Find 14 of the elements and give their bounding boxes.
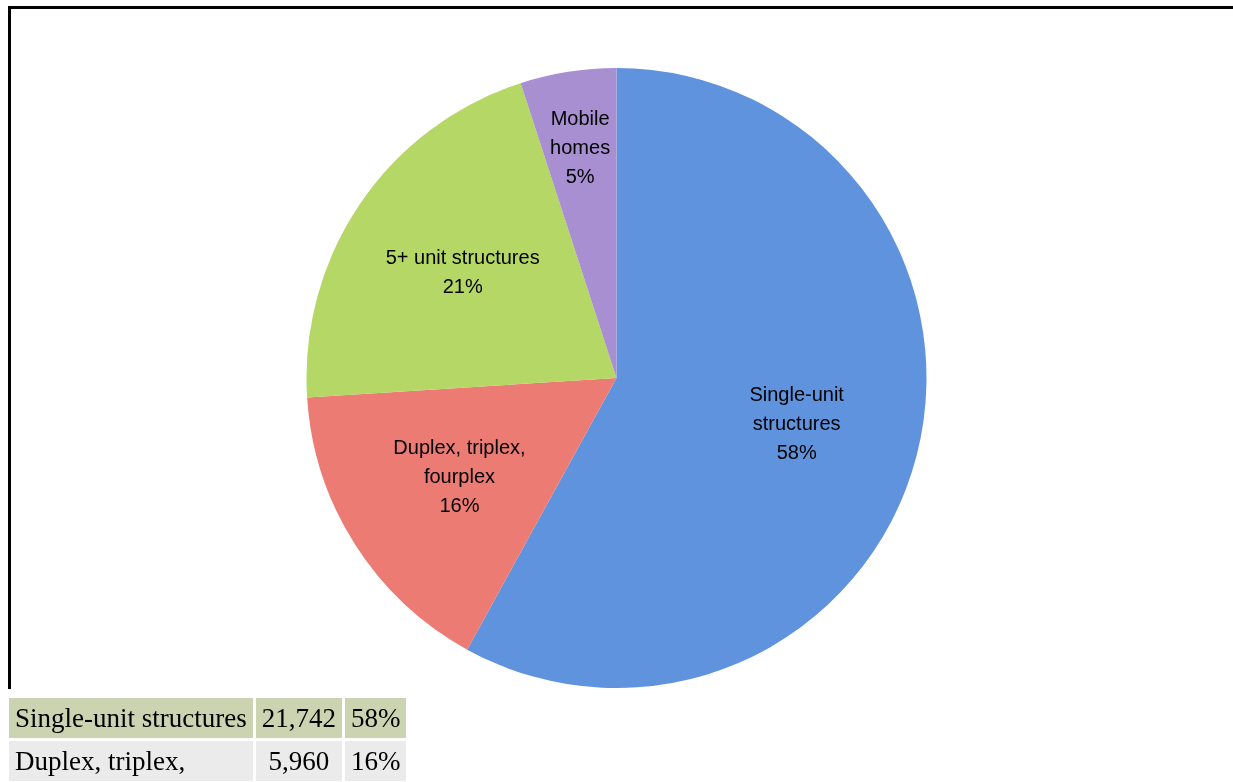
data-label: 21% — [442, 275, 483, 298]
text: 21,742 — [255, 698, 342, 738]
text: 5,960 — [255, 741, 342, 781]
text: Duplex, triplex, — [9, 741, 253, 781]
text: Single-unit structures — [9, 698, 253, 738]
slice-label: Mobile homes — [550, 106, 611, 158]
data-label: 16% — [439, 494, 480, 517]
text: 58% — [344, 698, 407, 738]
slice-label: Duplex, triplex, fourplex — [393, 436, 526, 488]
slice-label: Single-unit structures — [749, 382, 845, 434]
data-label: 5% — [565, 164, 595, 187]
data-label: 58% — [776, 440, 817, 463]
text: 16% — [344, 741, 407, 781]
slice-label: 5+ unit structures — [385, 246, 540, 269]
